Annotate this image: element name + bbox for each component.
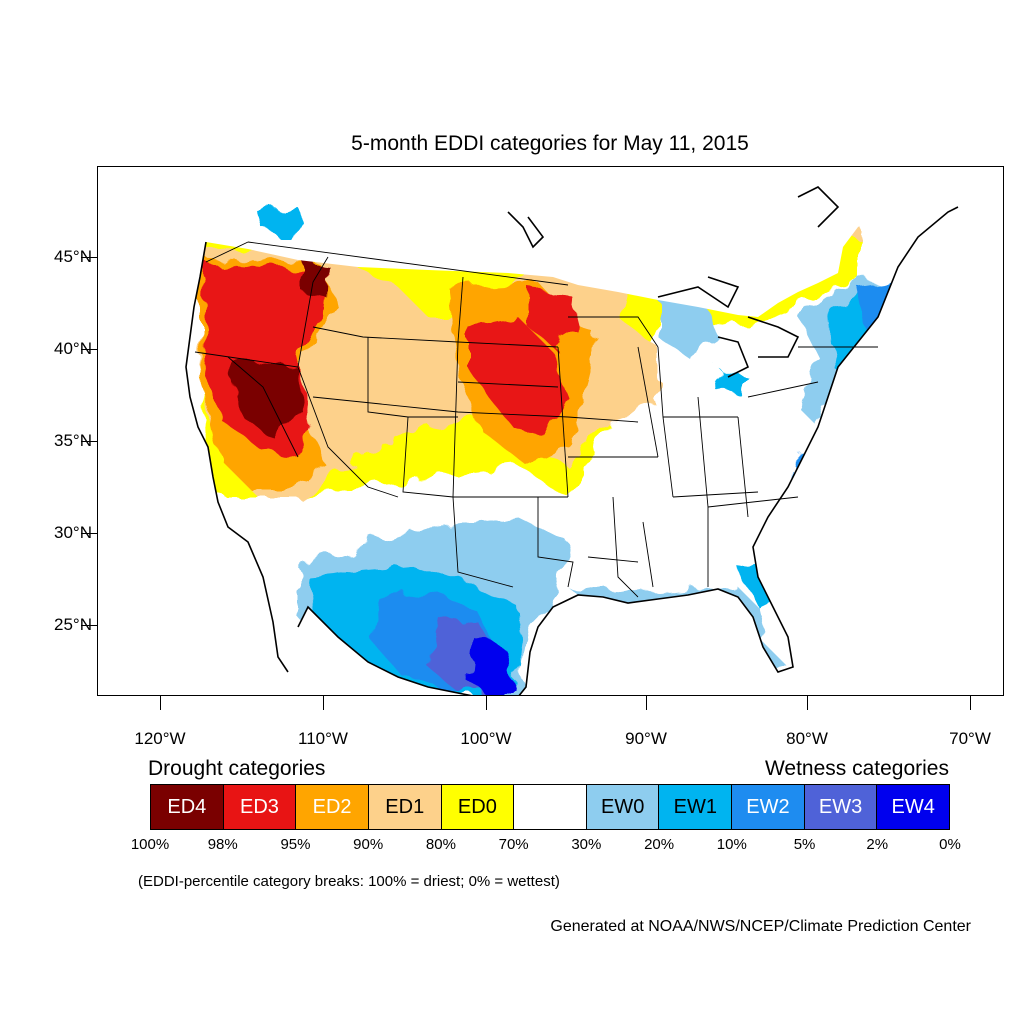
percentile-tick-labels: 100% 98% 95% 90% 80% 70% 30% 20% 10% 5% 2% 0% — [131, 836, 961, 856]
legend-swatch-ed3: ED3 — [223, 785, 297, 829]
wet-patch-pnw — [258, 207, 308, 237]
lon-tick — [160, 696, 161, 710]
legend-swatch-label: EW1 — [673, 795, 717, 818]
lon-tick — [970, 696, 971, 710]
lon-label-100w: 100°W — [460, 729, 512, 748]
legend-swatch-label: ED3 — [240, 795, 279, 818]
lon-label-120w: 120°W — [134, 729, 186, 748]
lat-tick — [81, 441, 97, 442]
eddi-map — [97, 166, 1004, 696]
legend-swatch-label: EW3 — [818, 795, 863, 818]
percentile-label: 30% — [571, 836, 602, 853]
category-legend-bar: ED4 ED3 ED2 ED1 ED0 EW0 EW1 EW2 EW3 EW4 — [150, 784, 950, 830]
legend-swatch-neutral — [514, 785, 587, 829]
percentile-label: 95% — [280, 836, 311, 853]
lon-label-70w: 70°W — [949, 729, 991, 748]
lon-tick — [807, 696, 808, 710]
lat-label-30: 30°N — [54, 523, 92, 542]
category-fill-layer — [186, 202, 948, 695]
credit-line: Generated at NOAA/NWS/NCEP/Climate Predi… — [550, 918, 971, 935]
legend-swatch-ew2: EW2 — [732, 785, 805, 829]
legend-swatch-label: EW0 — [600, 795, 645, 818]
lat-tick — [81, 349, 97, 350]
legend-swatch-ed4: ED4 — [151, 785, 224, 829]
lon-tick — [646, 696, 647, 710]
lat-label-40: 40°N — [54, 339, 92, 358]
percentile-label: 10% — [716, 836, 747, 853]
percentile-label: 0% — [939, 836, 961, 853]
legend-swatch-ew3: EW3 — [804, 785, 878, 829]
lon-label-90w: 90°W — [625, 729, 667, 748]
legend-swatch-label: ED4 — [167, 795, 207, 818]
legend-swatch-ed2: ED2 — [296, 785, 369, 829]
legend-swatch-label: EW2 — [746, 795, 790, 818]
percentile-label: 98% — [207, 836, 238, 853]
lat-label-45: 45°N — [54, 247, 92, 266]
percentile-label: 90% — [353, 836, 384, 853]
legend-swatch-ew4: EW4 — [877, 785, 950, 829]
lon-label-110w: 110°W — [298, 729, 348, 748]
legend-swatch-ew1: EW1 — [659, 785, 733, 829]
percentile-label: 80% — [425, 836, 456, 853]
percentile-label: 70% — [498, 836, 529, 853]
legend-swatch-ew0: EW0 — [586, 785, 660, 829]
legend-swatch-label: ED0 — [457, 795, 497, 818]
state-boundaries — [194, 241, 878, 598]
eddi-map-svg — [185, 186, 959, 695]
percentile-label: 100% — [130, 836, 170, 853]
drought-legend-title: Drought categories — [148, 757, 326, 780]
legend-swatch-label: ED2 — [312, 795, 352, 818]
percentile-label: 2% — [866, 836, 889, 853]
percentile-label: 20% — [644, 836, 675, 853]
legend-swatch-ed0: ED0 — [441, 785, 515, 829]
wetness-legend-title: Wetness categories — [764, 757, 949, 780]
map-title: 5-month EDDI categories for May 11, 2015 — [351, 132, 749, 155]
legend-note: (EDDI-percentile category breaks: 100% =… — [138, 873, 560, 890]
legend-swatch-label: EW4 — [891, 795, 935, 818]
legend-swatch-ed1: ED1 — [368, 785, 442, 829]
lat-tick — [81, 257, 97, 258]
lat-label-25: 25°N — [54, 615, 92, 634]
coastlines — [185, 186, 959, 695]
lat-tick — [81, 533, 97, 534]
lon-tick — [486, 696, 487, 710]
lat-label-35: 35°N — [54, 431, 92, 450]
lon-tick — [323, 696, 324, 710]
legend-swatch-label: ED1 — [385, 795, 425, 818]
lat-tick — [81, 625, 97, 626]
percentile-label: 5% — [793, 836, 816, 853]
lon-label-80w: 80°W — [786, 729, 828, 748]
